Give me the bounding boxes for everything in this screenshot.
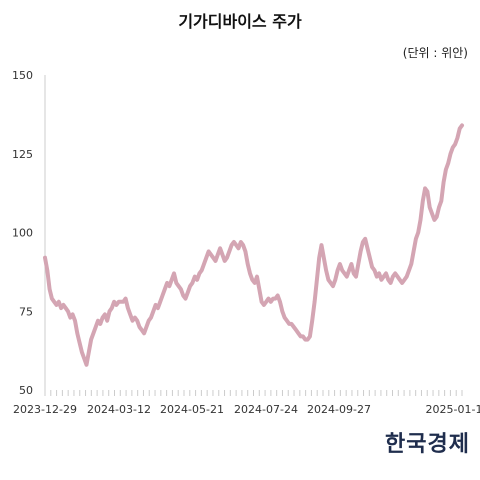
x-tick-labels: 2023-12-29 2024-03-12 2024-05-21 2024-07-24… xyxy=(13,403,480,416)
y-tick-label: 75 xyxy=(19,305,33,318)
y-tick-label: 150 xyxy=(12,69,33,82)
x-tick-label: 2024-09-27 xyxy=(307,403,371,416)
unit-label: (단위 : 위안) xyxy=(402,46,468,60)
x-tick-label: 2023-12-29 xyxy=(13,403,77,416)
publisher-logo: 한국경제 xyxy=(385,431,470,457)
y-tick-label: 125 xyxy=(12,148,33,161)
axes xyxy=(44,75,463,396)
series-group xyxy=(43,123,464,367)
y-tick-label: 50 xyxy=(19,384,33,397)
series-line xyxy=(43,123,464,367)
x-tick-label: 2025-01-1 xyxy=(426,403,480,416)
x-tick-label: 2024-07-24 xyxy=(234,403,298,416)
y-tick-labels: 50 75 100 125 150 xyxy=(12,69,33,397)
x-tick-label: 2024-03-12 xyxy=(87,403,151,416)
x-tick-label: 2024-05-21 xyxy=(160,403,224,416)
chart-title: 기가디바이스 주가 xyxy=(178,12,302,31)
y-tick-label: 100 xyxy=(12,227,33,240)
